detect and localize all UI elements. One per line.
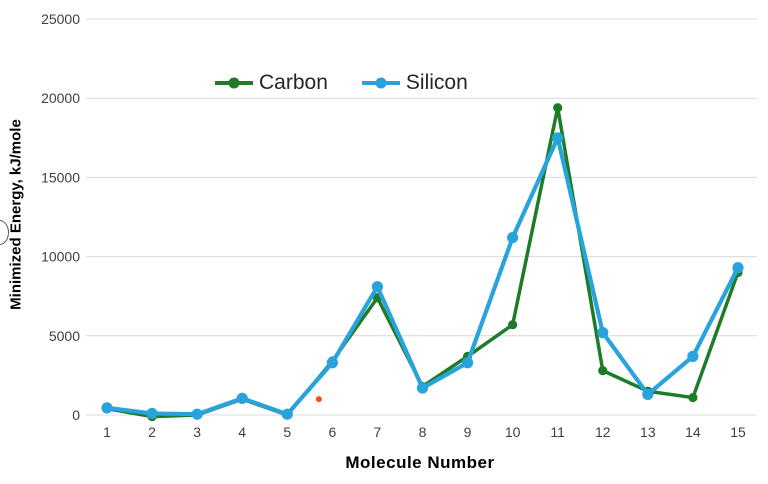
silicon-legend-marker-icon: [361, 77, 400, 89]
x-tick-label-2: 2: [148, 424, 156, 440]
data-point-silicon-14: [687, 350, 699, 362]
x-tick-label-12: 12: [595, 424, 611, 440]
data-point-carbon-11: [553, 103, 563, 113]
y-tick-label-10000: 10000: [41, 249, 80, 265]
data-point-silicon-10: [507, 231, 519, 244]
data-point-silicon-11: [552, 132, 564, 144]
data-point-silicon-1: [101, 402, 113, 414]
x-tick-label-3: 3: [193, 424, 201, 440]
x-tick-label-5: 5: [283, 424, 291, 440]
data-point-carbon-10: [508, 320, 518, 330]
data-point-carbon-12: [598, 366, 608, 376]
data-point-silicon-3: [191, 408, 203, 420]
data-point-silicon-13: [642, 388, 654, 401]
legend-label-silicon: Silicon: [405, 71, 468, 94]
data-point-silicon-2: [146, 407, 158, 420]
x-tick-label-8: 8: [419, 424, 427, 440]
series-line-silicon: [104, 135, 741, 417]
x-tick-label-14: 14: [685, 424, 701, 440]
y-tick-label-5000: 5000: [49, 328, 80, 344]
legend-item-carbon: Carbon: [213, 71, 328, 95]
carbon-legend-marker-icon: [215, 77, 253, 89]
x-tick-label-7: 7: [374, 424, 382, 440]
y-tick-label-15000: 15000: [41, 169, 80, 185]
x-tick-label-11: 11: [550, 424, 565, 440]
data-point-silicon-15: [732, 262, 744, 274]
data-point-silicon-9: [461, 357, 474, 369]
data-point-silicon-7: [371, 281, 384, 293]
series-line-carbon: [105, 105, 740, 419]
legend-label-carbon: Carbon: [259, 71, 328, 94]
x-tick-label-15: 15: [730, 424, 746, 440]
y-axis-title: Minimized Energy, kJ/mole: [7, 119, 25, 310]
outlier-point: [315, 396, 322, 403]
x-tick-label-6: 6: [328, 424, 336, 440]
data-point-carbon-14: [688, 392, 698, 403]
x-tick-label-4: 4: [238, 424, 246, 440]
data-point-silicon-4: [236, 392, 248, 404]
legend-item-silicon: Silicon: [360, 71, 468, 95]
data-point-silicon-5: [281, 408, 293, 420]
y-tick-label-20000: 20000: [41, 90, 80, 106]
x-tick-label-10: 10: [505, 424, 521, 440]
data-point-silicon-8: [416, 382, 429, 394]
x-tick-label-9: 9: [464, 424, 472, 440]
x-tick-label-1: 1: [103, 424, 111, 440]
x-axis-title: Molecule Number: [345, 453, 495, 472]
y-tick-label-25000: 25000: [41, 11, 80, 27]
data-point-silicon-12: [597, 327, 609, 339]
x-tick-label-13: 13: [640, 424, 656, 440]
y-tick-label-0: 0: [72, 407, 80, 423]
data-point-silicon-6: [326, 357, 338, 369]
chart-legend: Carbon Silicon: [213, 71, 468, 95]
